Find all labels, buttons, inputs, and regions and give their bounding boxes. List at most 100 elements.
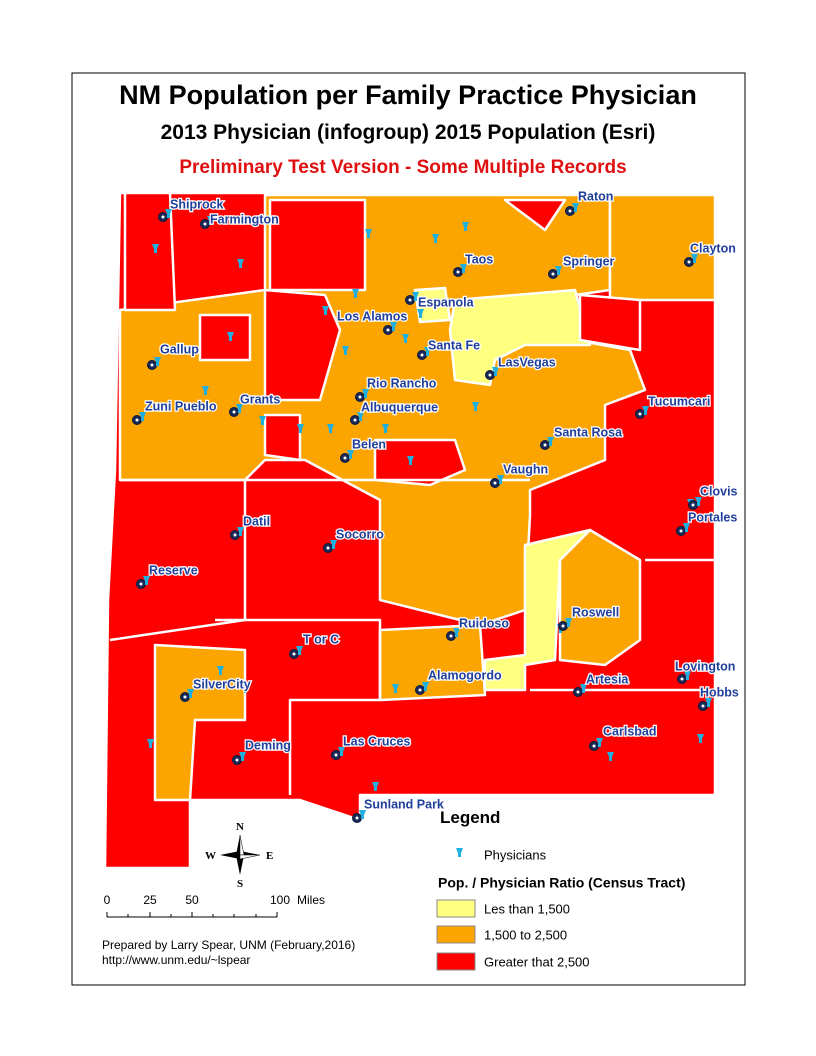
physician-pin xyxy=(237,527,244,536)
physician-pin xyxy=(497,475,504,484)
legend-swatch xyxy=(436,899,476,918)
city-marker-center xyxy=(150,363,154,367)
scale-bar xyxy=(106,912,278,918)
city-label: Tucumcari xyxy=(648,394,710,408)
city-marker-center xyxy=(343,456,347,460)
city-marker-center xyxy=(638,412,642,416)
city-label: Taos xyxy=(465,252,493,266)
scale-label: 25 xyxy=(143,893,157,907)
physician-pin xyxy=(165,209,172,218)
physician-pin xyxy=(407,456,414,465)
city-marker-center xyxy=(139,582,143,586)
city-marker-center xyxy=(232,410,236,414)
city-label: Gallup xyxy=(160,342,199,356)
red-zone xyxy=(373,438,467,487)
physician-pin xyxy=(372,782,379,791)
city-label: Albuquerque xyxy=(361,400,438,414)
city-label: Springer xyxy=(563,254,615,268)
physician-pin xyxy=(422,682,429,691)
city-label: Santa Rosa xyxy=(554,425,623,439)
county-line xyxy=(215,618,382,795)
legend-class: Greater that 2,500 xyxy=(484,954,590,969)
physician-pin xyxy=(359,810,366,819)
physician-pin xyxy=(683,523,690,532)
city-label: Datil xyxy=(243,514,270,528)
red-zone xyxy=(198,313,252,362)
physician-pin xyxy=(642,406,649,415)
physician-pin xyxy=(342,346,349,355)
physician-pin xyxy=(565,618,572,627)
physician-pin xyxy=(697,734,704,743)
city-label: Shiprock xyxy=(170,197,224,211)
city-marker-center xyxy=(334,753,338,757)
city-label: Ruidoso xyxy=(459,616,509,630)
physician-pin xyxy=(239,752,246,761)
pin-symbol xyxy=(456,848,463,857)
city-marker-center xyxy=(687,260,691,264)
city-label: Santa Fe xyxy=(428,338,480,352)
physician-pin xyxy=(147,739,154,748)
city-marker-center xyxy=(456,270,460,274)
city-marker-center xyxy=(679,529,683,533)
compass-s: S xyxy=(237,878,243,890)
physician-pin xyxy=(357,412,364,421)
city-marker-center xyxy=(488,373,492,377)
physician-pin xyxy=(362,389,369,398)
city-marker-center xyxy=(551,272,555,276)
physician-pin xyxy=(424,347,431,356)
compass: N E S W xyxy=(205,821,273,890)
legend-ratio-title: Pop. / Physician Ratio (Census Tract) xyxy=(438,875,685,891)
physician-pin xyxy=(695,497,702,506)
city-marker-center xyxy=(568,209,572,213)
physician-pin xyxy=(412,292,419,301)
physician-pin xyxy=(143,576,150,585)
physician-pin xyxy=(237,259,244,268)
city-label: Sunland Park xyxy=(364,797,444,811)
physician-pin xyxy=(139,412,146,421)
city-marker-center xyxy=(161,215,165,219)
physician-pin xyxy=(472,402,479,411)
compass-w: W xyxy=(205,850,216,862)
city-label: Raton xyxy=(578,189,613,203)
credit: http://www.unm.edu/~lspear xyxy=(102,953,250,967)
physician-pin xyxy=(330,540,337,549)
legend-swatch xyxy=(436,952,476,971)
physician-pin xyxy=(227,332,234,341)
city-label: Clayton xyxy=(690,241,736,255)
legend-swatch xyxy=(436,925,476,944)
red-zone xyxy=(123,191,177,312)
city-marker-center xyxy=(576,690,580,694)
city-marker-center xyxy=(233,533,237,537)
city-marker-center xyxy=(691,503,695,507)
city-label: Artesia xyxy=(586,672,629,686)
city-label: Roswell xyxy=(572,605,619,619)
city-label: Vaughn xyxy=(503,462,548,476)
physician-pin xyxy=(432,234,439,243)
legend-physicians: Physicians xyxy=(484,847,547,862)
city-marker-center xyxy=(408,298,412,302)
city-marker-center xyxy=(203,222,207,226)
red-zone xyxy=(268,198,367,292)
physician-pin xyxy=(392,684,399,693)
city-label: Rio Rancho xyxy=(367,376,437,390)
physician-pin xyxy=(580,684,587,693)
physician-pin xyxy=(296,646,303,655)
scale-label: 100 xyxy=(270,893,290,907)
city-label: Grants xyxy=(240,392,280,406)
map xyxy=(103,191,717,870)
physician-pin xyxy=(572,203,579,212)
physician-pin xyxy=(417,309,424,318)
orange-zone xyxy=(608,193,717,302)
city-label: Espanola xyxy=(418,295,475,309)
physician-pin xyxy=(402,334,409,343)
city-label: Carlsbad xyxy=(603,724,657,738)
title: NM Population per Family Practice Physic… xyxy=(119,80,697,110)
scale-label: 50 xyxy=(185,893,199,907)
scale-unit: Miles xyxy=(297,893,325,907)
physician-pin xyxy=(684,671,691,680)
red-zone xyxy=(263,288,342,402)
physician-pin xyxy=(462,222,469,231)
red-zone xyxy=(578,293,642,352)
physician-pin xyxy=(460,264,467,273)
